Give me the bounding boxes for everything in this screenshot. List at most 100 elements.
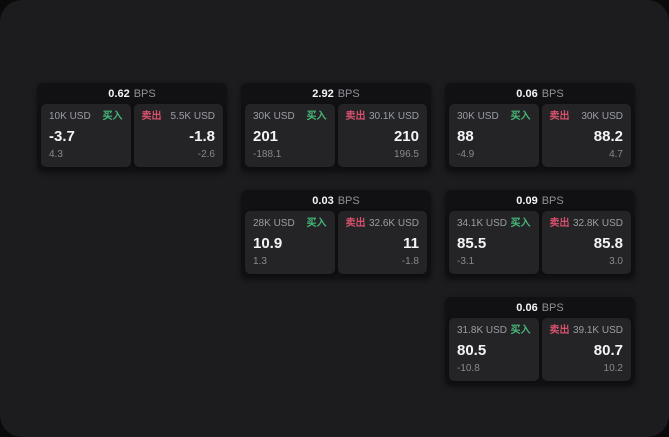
bps-value: 0.06 (516, 87, 538, 100)
buy-pane[interactable]: 30K USD 买入 201 -188.1 (245, 104, 335, 167)
buy-price: 201 (253, 127, 279, 145)
sell-pane-top: 卖出 30.1K USD (346, 111, 420, 123)
buy-pane[interactable]: 28K USD 买入 10.9 1.3 (245, 211, 335, 274)
sell-button[interactable]: 卖出 (345, 218, 366, 229)
buy-price: 88 (457, 127, 474, 145)
sell-pane[interactable]: 卖出 39.1K USD 80.7 10.2 (541, 318, 631, 381)
sell-delta: 10.2 (603, 363, 623, 374)
buy-pane-top: 10K USD 买入 (49, 111, 123, 123)
buy-pane[interactable]: 30K USD 买入 88 -4.9 (449, 104, 539, 167)
cards-grid: 0.62 BPS 10K USD 买入 -3.7 4.3 卖出 5.5K USD… (37, 83, 635, 385)
buy-delta: -4.9 (457, 149, 475, 160)
card-body: 34.1K USD 买入 85.5 -3.1 卖出 32.8K USD 85.8… (449, 211, 631, 274)
quote-card: 0.09 BPS 34.1K USD 买入 85.5 -3.1 卖出 32.8K… (445, 190, 635, 278)
buy-price: -3.7 (49, 127, 75, 145)
card-header: 0.06 BPS (449, 83, 631, 104)
card-header: 0.03 BPS (245, 190, 427, 211)
buy-pane[interactable]: 10K USD 买入 -3.7 4.3 (41, 104, 131, 167)
sell-pane-top: 卖出 30K USD (550, 111, 624, 123)
buy-amount: 30K USD (253, 111, 295, 122)
buy-button[interactable]: 买入 (306, 111, 327, 122)
sell-price: 80.7 (593, 341, 623, 359)
card-header: 2.92 BPS (245, 83, 427, 104)
buy-button[interactable]: 买入 (510, 218, 531, 229)
buy-button[interactable]: 买入 (306, 218, 327, 229)
sell-pane[interactable]: 卖出 30.1K USD 210 196.5 (337, 104, 427, 167)
sell-pane-top: 卖出 32.6K USD (346, 218, 420, 230)
sell-button[interactable]: 卖出 (141, 111, 162, 122)
buy-button[interactable]: 买入 (510, 111, 531, 122)
sell-button[interactable]: 卖出 (549, 325, 570, 336)
buy-amount: 34.1K USD (457, 218, 508, 229)
sell-price: 11 (403, 234, 419, 252)
buy-pane-top: 31.8K USD 买入 (457, 325, 531, 337)
buy-amount: 30K USD (457, 111, 499, 122)
sell-delta: -2.6 (197, 149, 215, 160)
bps-value: 2.92 (312, 87, 334, 100)
sell-pane[interactable]: 卖出 30K USD 88.2 4.7 (541, 104, 631, 167)
buy-button[interactable]: 买入 (510, 325, 531, 336)
buy-pane-top: 28K USD 买入 (253, 218, 327, 230)
buy-pane-top: 30K USD 买入 (253, 111, 327, 123)
sell-amount: 5.5K USD (170, 111, 215, 122)
sell-pane-top: 卖出 32.8K USD (550, 218, 624, 230)
buy-price: 80.5 (457, 341, 487, 359)
buy-price: 85.5 (457, 234, 487, 252)
card-body: 10K USD 买入 -3.7 4.3 卖出 5.5K USD -1.8 -2.… (41, 104, 223, 167)
card-header: 0.62 BPS (41, 83, 223, 104)
buy-delta: 4.3 (49, 149, 63, 160)
buy-delta: -10.8 (457, 363, 480, 374)
sell-amount: 32.6K USD (368, 218, 419, 229)
bps-unit-label: BPS (541, 301, 564, 314)
card-header: 0.06 BPS (449, 297, 631, 318)
bps-value: 0.09 (516, 194, 538, 207)
sell-price: 88.2 (593, 127, 623, 145)
buy-pane-top: 34.1K USD 买入 (457, 218, 531, 230)
buy-pane[interactable]: 31.8K USD 买入 80.5 -10.8 (449, 318, 539, 381)
sell-button[interactable]: 卖出 (345, 111, 366, 122)
sell-pane-top: 卖出 5.5K USD (142, 111, 216, 123)
sell-button[interactable]: 卖出 (549, 218, 570, 229)
sell-delta: 3.0 (609, 256, 623, 267)
sell-price: 85.8 (593, 234, 623, 252)
buy-amount: 28K USD (253, 218, 295, 229)
buy-delta: 1.3 (253, 256, 267, 267)
buy-button[interactable]: 买入 (102, 111, 123, 122)
bps-value: 0.03 (312, 194, 334, 207)
sell-price: -1.8 (189, 127, 215, 145)
buy-pane-top: 30K USD 买入 (457, 111, 531, 123)
card-header: 0.09 BPS (449, 190, 631, 211)
buy-price: 10.9 (253, 234, 283, 252)
bps-unit-label: BPS (541, 87, 564, 100)
sell-delta: 196.5 (393, 149, 419, 160)
sell-amount: 39.1K USD (572, 325, 623, 336)
sell-button[interactable]: 卖出 (549, 111, 570, 122)
sell-pane[interactable]: 卖出 32.6K USD 11 -1.8 (337, 211, 427, 274)
sell-amount: 32.8K USD (572, 218, 623, 229)
card-body: 31.8K USD 买入 80.5 -10.8 卖出 39.1K USD 80.… (449, 318, 631, 381)
buy-pane[interactable]: 34.1K USD 买入 85.5 -3.1 (449, 211, 539, 274)
buy-amount: 31.8K USD (457, 325, 508, 336)
sell-pane-top: 卖出 39.1K USD (550, 325, 624, 337)
buy-delta: -188.1 (253, 149, 282, 160)
bps-value: 0.06 (516, 301, 538, 314)
bps-unit-label: BPS (337, 194, 360, 207)
bps-unit-label: BPS (541, 194, 564, 207)
sell-pane[interactable]: 卖出 32.8K USD 85.8 3.0 (541, 211, 631, 274)
card-body: 30K USD 买入 88 -4.9 卖出 30K USD 88.2 4.7 (449, 104, 631, 167)
card-body: 28K USD 买入 10.9 1.3 卖出 32.6K USD 11 -1.8 (245, 211, 427, 274)
bps-unit-label: BPS (337, 87, 360, 100)
quote-card: 0.06 BPS 31.8K USD 买入 80.5 -10.8 卖出 39.1… (445, 297, 635, 385)
sell-delta: 4.7 (609, 149, 623, 160)
bps-value: 0.62 (108, 87, 130, 100)
sell-delta: -1.8 (401, 256, 419, 267)
quote-card: 0.06 BPS 30K USD 买入 88 -4.9 卖出 30K USD 8… (445, 83, 635, 171)
card-body: 30K USD 买入 201 -188.1 卖出 30.1K USD 210 1… (245, 104, 427, 167)
sell-pane[interactable]: 卖出 5.5K USD -1.8 -2.6 (133, 104, 223, 167)
sell-price: 210 (393, 127, 419, 145)
quote-card: 0.62 BPS 10K USD 买入 -3.7 4.3 卖出 5.5K USD… (37, 83, 227, 171)
sell-amount: 30K USD (581, 111, 623, 122)
quote-card: 0.03 BPS 28K USD 买入 10.9 1.3 卖出 32.6K US… (241, 190, 431, 278)
buy-amount: 10K USD (49, 111, 91, 122)
